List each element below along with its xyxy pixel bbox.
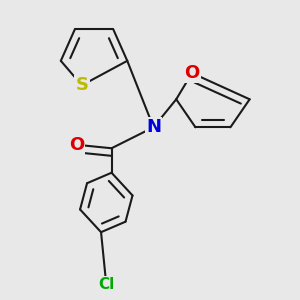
Text: O: O xyxy=(184,64,200,82)
Text: Cl: Cl xyxy=(98,277,114,292)
Text: O: O xyxy=(69,136,84,154)
Text: S: S xyxy=(75,76,88,94)
Text: N: N xyxy=(146,118,161,136)
